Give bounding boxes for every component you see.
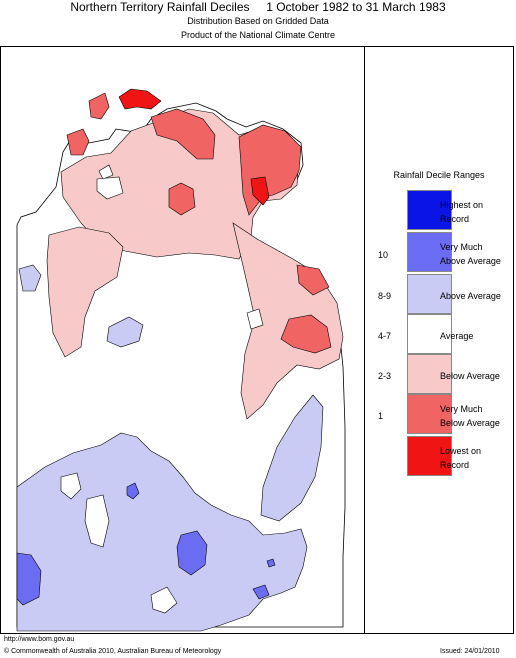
very-much-below-average xyxy=(150,108,216,160)
average-pocket xyxy=(246,308,264,330)
legend-swatch-highest-on-record xyxy=(407,190,452,230)
footer-copyright: © Commonwealth of Australia 2010, Austra… xyxy=(4,648,222,655)
above-average-south xyxy=(16,432,308,632)
lowest-on-record xyxy=(250,176,270,206)
legend-swatch-very-much-above-average xyxy=(407,232,452,272)
legend-swatch-below-average xyxy=(407,354,452,394)
very-much-above-average xyxy=(176,530,208,576)
legend-range-above-average: 8-9 xyxy=(378,291,392,301)
map-product-note: Product of the National Climate Centre xyxy=(180,30,336,40)
below-average-west xyxy=(46,226,124,358)
legend-swatch-above-average xyxy=(407,274,452,314)
legend-swatch-average xyxy=(407,314,452,354)
very-much-above-average xyxy=(266,558,276,568)
legend-swatch-very-much-below-average xyxy=(407,394,452,434)
above-average-central xyxy=(106,316,144,348)
average-pocket xyxy=(98,164,114,180)
legend-range-average: 4-7 xyxy=(378,331,392,341)
footer-issued-date: Issued: 24/01/2010 xyxy=(440,648,500,655)
legend-swatch-lowest-on-record xyxy=(407,436,452,476)
very-much-below-average xyxy=(296,264,330,296)
average-pocket xyxy=(150,586,178,614)
legend-range-very-much-below-average: 1 xyxy=(378,411,384,421)
legend-label-average: Average xyxy=(440,331,474,341)
legend-label-below-average: Below Average xyxy=(440,371,500,381)
legend-range-very-much-above-average: 10 xyxy=(378,250,389,260)
legend-label-above-average: Above Average xyxy=(440,291,501,301)
average-pocket xyxy=(96,176,124,200)
very-much-above-average xyxy=(252,584,270,600)
map-frame xyxy=(0,46,514,634)
map-subtitle: Distribution Based on Gridded Data xyxy=(187,16,329,26)
very-much-below-average xyxy=(88,92,110,120)
above-average-west xyxy=(18,264,42,292)
very-much-above-average xyxy=(16,552,42,606)
legend-label-very-much-below-average: Very Much Below Average xyxy=(440,404,500,428)
rainfall-decile-map xyxy=(16,88,346,632)
very-much-below-average xyxy=(280,314,332,354)
footer-url[interactable]: http://www.bom.gov.au xyxy=(4,636,75,643)
very-much-below-average xyxy=(66,128,90,156)
map-title: Northern Territory Rainfall Deciles 1 Oc… xyxy=(70,0,446,14)
legend-range-below-average: 2-3 xyxy=(378,371,392,381)
legend-label-highest-on-record: Highest on Record xyxy=(440,200,484,224)
average-pocket xyxy=(60,472,82,500)
very-much-below-average xyxy=(168,182,196,216)
very-much-above-average xyxy=(126,482,140,500)
legend-label-very-much-above-average: Very Much Above Average xyxy=(440,242,501,266)
lowest-on-record xyxy=(118,88,162,110)
average-pocket xyxy=(84,494,110,548)
legend-label-lowest-on-record: Lowest on Record xyxy=(440,446,482,470)
legend-divider xyxy=(364,46,365,634)
above-average-east xyxy=(260,394,324,522)
legend-title: Rainfall Decile Ranges xyxy=(393,170,485,180)
very-much-below-average xyxy=(238,124,302,216)
